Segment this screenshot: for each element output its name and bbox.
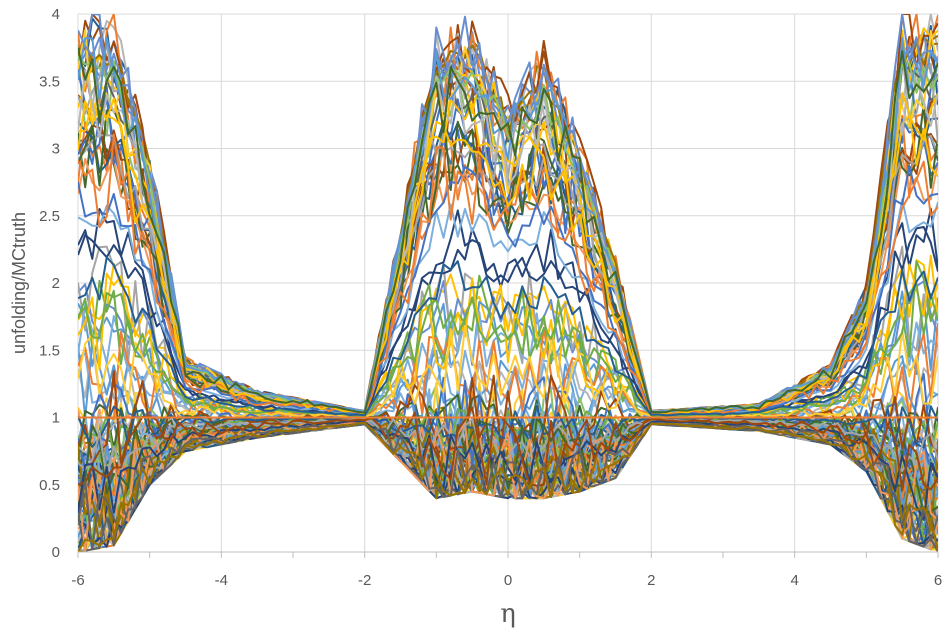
y-tick-label: 2 [52,275,60,292]
x-tick-label: 2 [647,572,655,589]
y-tick-label: 4 [52,6,60,23]
series-line [78,420,938,521]
y-tick-label: 3 [52,141,60,158]
x-tick-label: 0 [504,572,512,589]
y-tick-label: 0 [52,544,60,561]
series-line [78,198,938,415]
series-line [78,57,938,414]
plot-area [78,14,938,552]
series-line [78,254,938,418]
y-axis-title: unfolding/MCtruth [9,212,29,354]
series-line [78,103,938,415]
x-tick-label: 4 [790,572,798,589]
x-tick-label: -6 [71,572,84,589]
axes [77,551,939,558]
y-tick-label: 0.5 [39,477,60,494]
tick-labels: 0 0.5 1 1.5 2 2.5 3 3.5 4 -6 -4 -2 0 2 4 6 [39,6,942,589]
series-line [78,417,938,515]
series-line [78,256,938,417]
x-tick-label: -4 [215,572,228,589]
y-tick-label: 3.5 [39,73,60,90]
series-line [78,416,938,536]
x-tick-label: -2 [358,572,371,589]
series-lines [78,14,938,552]
series-line [78,421,938,552]
y-tick-label: 1.5 [39,342,60,359]
x-axis-title: η [500,599,516,629]
x-tick-label: 6 [934,572,942,589]
series-line [78,92,938,415]
series-line [78,406,938,492]
y-tick-label: 1 [52,410,60,427]
series-line [78,372,938,480]
series-line [78,47,938,414]
y-tick-label: 2.5 [39,208,60,225]
